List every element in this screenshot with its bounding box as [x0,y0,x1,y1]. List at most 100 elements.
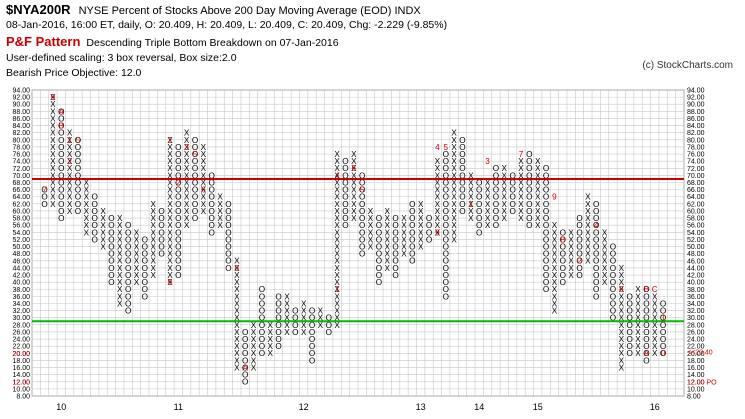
month-mark: 4 [594,221,599,230]
x-box: X [351,171,357,180]
o-box: O [576,235,582,244]
y-tick-right: 70.00 [687,173,705,180]
o-box: O [359,178,365,187]
x-box: X [435,228,441,237]
x-box: X [635,299,641,308]
month-mark: 4 [335,171,340,180]
o-box: O [326,314,332,323]
o-box: O [459,186,465,195]
o-box: O [459,207,465,216]
o-box: O [359,228,365,237]
o-box: O [409,235,415,244]
o-box: O [92,207,98,216]
x-tick-label: 12 [299,402,309,412]
o-box: O [192,200,198,209]
x-box: X [318,314,324,323]
x-box: X [234,349,240,358]
o-box: O [41,186,47,195]
x-box: X [619,278,625,287]
y-tick-left: 30.00 [12,315,30,322]
x-box: X [585,235,591,244]
x-box: X [150,257,156,266]
y-tick-right: 68.00 [687,180,705,187]
x-box: X [167,228,173,237]
o-box: O [443,271,449,280]
o-box: O [509,207,515,216]
x-box: X [635,328,641,337]
x-box: X [334,264,340,273]
y-tick-right: 12.00 [687,379,705,386]
o-box: O [643,342,649,351]
o-box: O [526,157,532,166]
month-mark: C [652,285,658,294]
x-box: X [184,221,190,230]
o-box: O [376,278,382,287]
x-box: X [334,200,340,209]
o-box: O [543,178,549,187]
y-tick-right: 38.00 [687,287,705,294]
x-box: X [201,157,207,166]
x-tick-label: 14 [474,402,484,412]
y-tick-right: 24.00 [687,337,705,344]
o-box: O [610,271,616,280]
o-box: O [409,250,415,259]
o-box: O [493,164,499,173]
y-tick-left: 84.00 [12,123,30,130]
o-box: O [58,136,64,145]
x-box: X [150,214,156,223]
o-box: O [626,292,632,301]
o-box: O [443,178,449,187]
o-box: O [576,243,582,252]
x-box: X [568,235,574,244]
x-box: X [251,328,257,337]
x-box: X [535,200,541,209]
o-box: O [275,314,281,323]
x-box: X [602,278,608,287]
x-box: X [301,314,307,323]
x-box: X [67,200,73,209]
x-box: X [401,228,407,237]
y-tick-left: 50.00 [12,244,30,251]
x-box: X [234,292,240,301]
y-tick-left: 18.00 [12,358,30,365]
o-box: O [309,349,315,358]
y-tick-left: 60.00 [12,208,30,215]
o-box: O [108,214,114,223]
x-box: X [334,214,340,223]
o-box: O [560,271,566,280]
x-box: X [518,171,524,180]
x-box: X [134,250,140,259]
o-box: O [58,143,64,152]
o-box: O [259,299,265,308]
o-box: O [242,349,248,358]
y-tick-left: 14.00 [12,372,30,379]
o-box: O [660,307,666,316]
o-box: O [593,221,599,230]
o-box: O [225,207,231,216]
o-box: O [626,321,632,330]
x-box: X [117,285,123,294]
y-tick-right: 60.00 [687,208,705,215]
y-tick-left: 44.00 [12,265,30,272]
o-box: O [526,164,532,173]
o-box: O [643,321,649,330]
o-box: O [376,228,382,237]
o-box: O [175,178,181,187]
o-box: O [342,207,348,216]
o-box: O [543,228,549,237]
month-mark: 5 [443,143,448,152]
o-box: O [58,207,64,216]
x-box: X [234,314,240,323]
o-box: O [209,186,215,195]
x-box: X [568,264,574,273]
o-box: O [275,292,281,301]
x-box: X [84,178,90,187]
o-box: O [192,136,198,145]
x-tick-label: 11 [174,402,183,412]
o-box: O [175,193,181,202]
o-box: O [660,321,666,330]
objective-left: 12.00 [12,379,30,386]
o-box: O [142,257,148,266]
x-box: X [201,193,207,202]
x-box: X [502,214,508,223]
